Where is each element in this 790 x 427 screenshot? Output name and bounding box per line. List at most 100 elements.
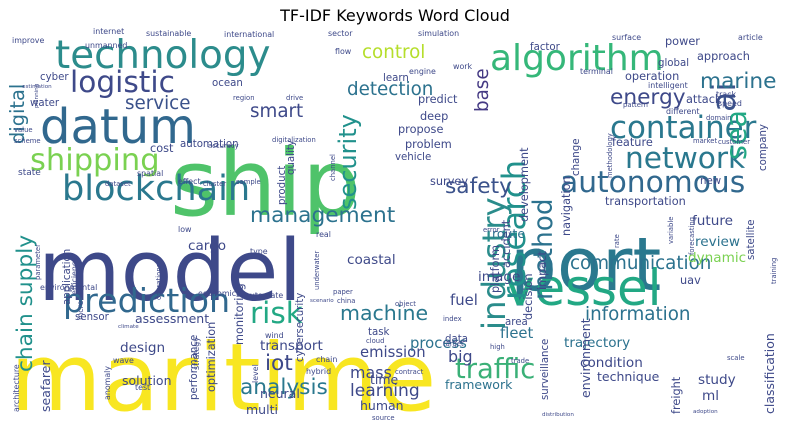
word-level: level: [251, 364, 260, 383]
word-high: high: [490, 343, 505, 351]
word-effect: effect: [178, 177, 201, 186]
word-automation: automation: [180, 139, 239, 150]
word-emission: emission: [360, 344, 426, 361]
word-route: route: [492, 226, 525, 241]
word-seafarer: seafarer: [38, 360, 53, 412]
word-research: research: [495, 160, 533, 300]
word-mass: mass: [350, 363, 392, 382]
word-smart: smart: [250, 101, 303, 122]
word-datum: datum: [40, 99, 196, 155]
word-flow: flow: [335, 47, 352, 56]
word-framework: framework: [445, 377, 513, 392]
word-simulation: simulation: [418, 29, 459, 38]
word-economic: economic: [198, 289, 236, 298]
word-deep: deep: [420, 110, 448, 123]
word-ml: ml: [702, 388, 719, 404]
word-scale: scale: [727, 354, 745, 362]
word-image: image: [478, 269, 520, 285]
word-learn: learn: [383, 73, 409, 84]
word-customer: customer: [718, 138, 750, 146]
word-industry: industry: [475, 197, 513, 330]
word-index: index: [443, 315, 462, 323]
word-maritime: maritime: [10, 324, 436, 427]
word-drive: drive: [286, 94, 303, 102]
word-task: task: [368, 327, 390, 338]
word-power: power: [665, 35, 700, 48]
word-propose: propose: [398, 123, 443, 136]
word-ai: ai: [704, 82, 743, 112]
word-market: market: [693, 137, 717, 145]
word-network: network: [625, 141, 746, 175]
word-dynamic: dynamic: [688, 250, 746, 266]
word-cost: cost: [150, 142, 174, 155]
word-global: global: [658, 58, 689, 69]
word-container: container: [610, 110, 757, 146]
word-technique: technique: [597, 369, 660, 384]
word-scheme: scheme: [14, 137, 41, 145]
word-wind: wind: [265, 331, 284, 340]
word-chain-supply: chain supply: [13, 235, 38, 372]
word-object: object: [395, 300, 416, 308]
word-risk: risk: [250, 296, 304, 330]
word-increase: increase: [76, 287, 85, 320]
word-machine: machine: [340, 301, 428, 325]
word-rate: rate: [613, 234, 621, 248]
word-time: time: [370, 372, 399, 387]
word-review: review: [695, 234, 740, 250]
word-speed: speed: [718, 99, 742, 108]
word-operation: operation: [625, 70, 679, 83]
word-control: control: [362, 42, 425, 63]
word-china: china: [337, 297, 355, 305]
word-region: region: [233, 94, 255, 102]
word-big: big: [448, 347, 473, 366]
word-pattern: pattern: [623, 101, 648, 109]
word-value: value: [14, 126, 33, 134]
word-approach: approach: [697, 50, 750, 63]
word-development: development: [518, 147, 531, 222]
word-variable: variable: [667, 217, 675, 244]
word-marine: marine: [700, 69, 776, 94]
word-accuracy: accuracy: [208, 142, 239, 150]
word-information: information: [585, 304, 691, 325]
word-safety: safety: [445, 174, 512, 199]
word-monitoring: monitoring: [233, 283, 246, 345]
word-cargo: cargo: [188, 238, 226, 254]
word-application: application: [62, 249, 73, 305]
word-port: port: [510, 222, 661, 308]
word-autonomous: autonomous: [560, 165, 745, 200]
word-distribution: distribution: [542, 412, 574, 418]
word-low: low: [178, 225, 192, 234]
word-logistic: logistic: [70, 65, 175, 99]
word-company: company: [758, 124, 769, 171]
word-vessel: vessel: [505, 259, 661, 317]
word-sea: sea: [719, 110, 753, 160]
word-base: base: [472, 68, 493, 112]
word-unmanned: unmanned: [85, 41, 127, 50]
word-sensor: sensor: [75, 312, 110, 323]
word-predict: predict: [418, 93, 458, 106]
word-satellite: satellite: [746, 219, 757, 260]
word-sustainable: sustainable: [146, 29, 191, 38]
word-test: test: [135, 383, 150, 392]
word-impact: impact: [536, 251, 549, 290]
word-fleet: fleet: [500, 325, 534, 342]
word-internet: internet: [93, 27, 124, 36]
word-hybrid: hybrid: [306, 367, 331, 376]
word-anomaly: anomaly: [103, 366, 112, 400]
word-technology: technology: [55, 33, 270, 78]
word-performance: performance: [189, 335, 200, 400]
word-factor: factor: [530, 42, 561, 53]
word-optimization: optimization: [205, 322, 218, 392]
word-spatial: spatial: [137, 169, 163, 178]
word-architecture: architecture: [12, 364, 21, 412]
word-iot: iot: [265, 351, 293, 376]
word-automate: automate: [245, 291, 283, 300]
word-scenario: scenario: [310, 298, 334, 304]
word-feature: feature: [612, 136, 653, 149]
word-estimation: estimation: [22, 84, 52, 90]
word-training: training: [770, 258, 778, 284]
word-cloud-background: [16, 32, 776, 414]
word-target: target: [443, 340, 464, 348]
word-cluster: cluster: [203, 180, 226, 188]
chart-title: TF-IDF Keywords Word Cloud: [280, 6, 510, 25]
